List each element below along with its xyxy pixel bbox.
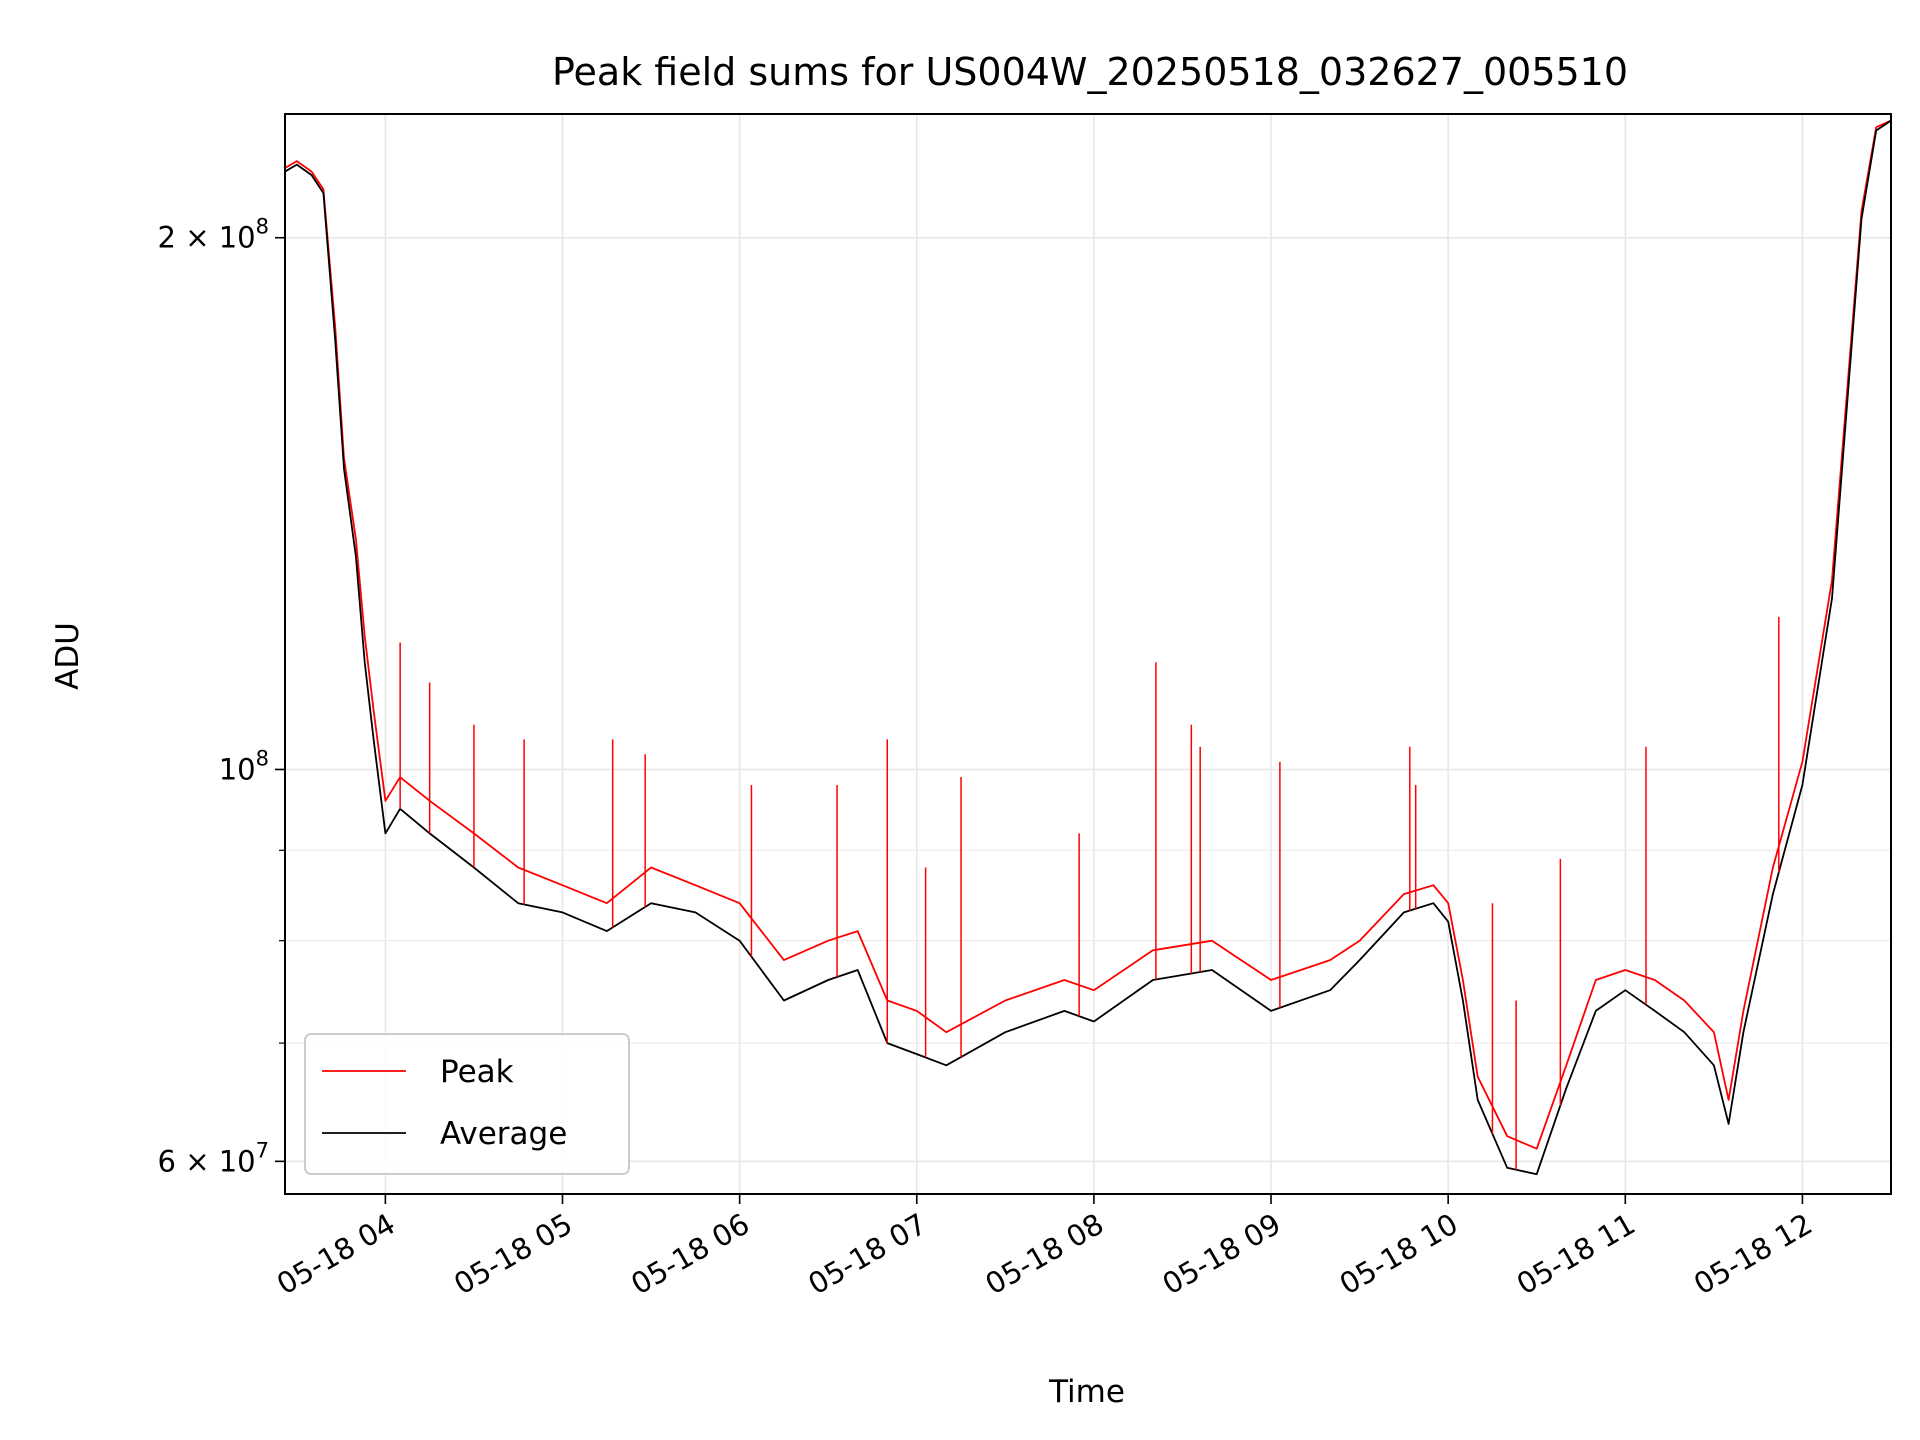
y-axis-label: ADU — [50, 622, 86, 690]
legend-label-average: Average — [440, 1116, 567, 1152]
legend-label-peak: Peak — [440, 1054, 514, 1090]
x-axis-label: Time — [1048, 1374, 1125, 1410]
y-tick-label: 6 × 107 — [158, 1138, 269, 1178]
grid-lines — [285, 114, 1891, 1194]
chart-title: Peak field sums for US004W_20250518_0326… — [552, 50, 1628, 94]
plot-frame — [284, 113, 1892, 1195]
legend-box — [304, 1033, 630, 1175]
legend: Peak Average — [304, 1033, 630, 1175]
plot-series — [285, 119, 1891, 1176]
y-tick-label: 2 × 108 — [158, 215, 269, 255]
series-line-average — [285, 119, 1891, 1176]
y-tick-label: 108 — [219, 746, 269, 786]
